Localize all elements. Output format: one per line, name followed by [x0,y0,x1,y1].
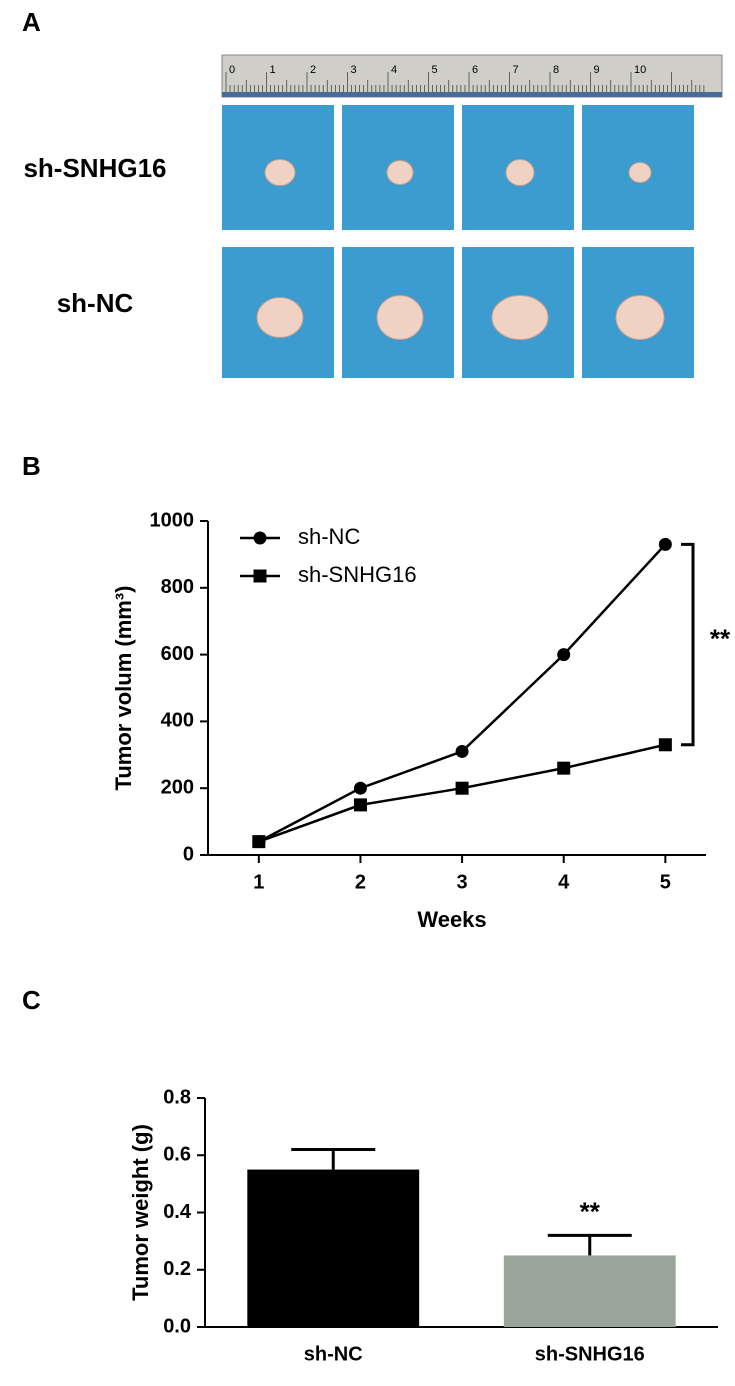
ruler-label: 1 [270,64,276,76]
label: 800 [161,576,194,598]
label: 2 [355,871,366,893]
label: C [22,985,41,1015]
label: 0.8 [163,1086,191,1108]
label: Tumor weight (g) [128,1124,153,1301]
tumor [615,295,665,340]
tumor [386,160,414,185]
label: 200 [161,776,194,798]
label: B [22,451,41,481]
label: sh-SNHG16 [535,1343,645,1365]
ruler-label: 9 [594,64,600,76]
ruler-label: 2 [310,64,316,76]
label: 0.0 [163,1315,191,1337]
tumor [376,295,424,340]
label: 4 [558,871,570,893]
label: 0.6 [163,1144,191,1166]
label: 3 [457,871,468,893]
ruler-label: 8 [553,64,559,76]
ruler-label: 0 [229,64,235,76]
ruler-label: 5 [432,64,438,76]
label: 1000 [150,509,195,531]
row-label: sh-SNHG16 [23,153,166,183]
label: 0 [183,843,194,865]
label: 5 [660,871,671,893]
ruler-label: 4 [391,64,397,76]
label: 400 [161,710,194,732]
label: 1 [253,871,264,893]
label: sh-NC [304,1343,363,1365]
label: 0.2 [163,1258,191,1280]
tumor [256,297,304,338]
label: Weeks [417,907,486,932]
tumor [505,159,535,186]
tumor [264,159,296,186]
marker [455,744,469,758]
legend-marker [253,531,267,545]
label: 0.4 [163,1201,192,1223]
marker [557,761,571,775]
ruler [221,54,723,98]
label: Tumor volum (mm³) [111,586,136,791]
ruler-label: 7 [513,64,519,76]
significance-bracket [681,542,695,747]
line [258,543,667,843]
panel-label: A [22,7,41,37]
bar [503,1255,676,1327]
marker [658,738,672,752]
tumor [491,295,549,340]
ruler-label: 6 [472,64,478,76]
label: sh-SNHG16 [298,562,417,587]
label: 600 [161,643,194,665]
bar [247,1169,420,1327]
marker [353,781,367,795]
ruler-edge [222,92,722,97]
marker [658,537,672,551]
tumor [628,162,652,183]
legend-marker [253,569,267,583]
label: sh-NC [298,524,360,549]
marker [455,781,469,795]
row-label: sh-NC [57,288,134,318]
marker [252,835,266,849]
label: ** [580,1196,601,1226]
label: ** [710,623,731,653]
marker [557,648,571,662]
ruler-label: 3 [351,64,357,76]
marker [353,798,367,812]
ruler-label: 10 [634,64,646,76]
